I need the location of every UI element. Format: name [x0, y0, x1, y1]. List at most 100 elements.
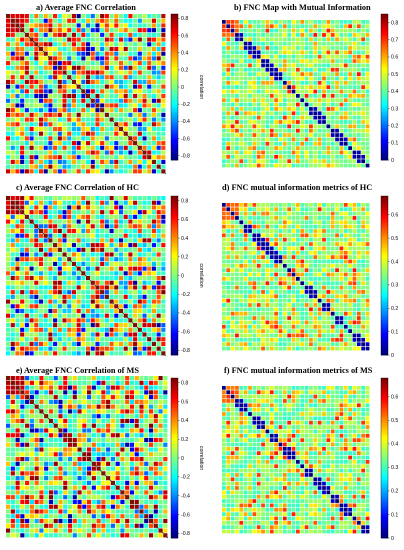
heatmap-cell: [309, 216, 313, 220]
heatmap-cell: [335, 24, 339, 29]
heatmap-cell: [256, 89, 261, 94]
heatmap-cell: [118, 257, 124, 262]
heatmap-cell: [62, 42, 67, 47]
heatmap-cell: [20, 276, 25, 281]
heatmap-cell: [261, 268, 265, 273]
heatmap-cell: [282, 233, 287, 238]
heatmap-cell: [343, 33, 348, 37]
heatmap-cell: [269, 72, 274, 76]
heatmap-cell: [123, 141, 128, 146]
heatmap-cell: [365, 128, 370, 133]
heatmap-cell: [330, 211, 335, 216]
heatmap-cell: [156, 70, 161, 75]
heatmap-cell: [156, 341, 161, 346]
heatmap-cell: [356, 311, 361, 316]
heatmap-cell: [142, 61, 147, 66]
heatmap-cell: [48, 32, 53, 37]
heatmap-cell: [296, 124, 300, 129]
heatmap-cell: [15, 164, 20, 169]
heatmap-cell: [248, 50, 252, 55]
heatmap-cell: [81, 164, 86, 169]
heatmap-cell: [300, 216, 305, 220]
heatmap-cell: [81, 346, 86, 351]
colorbar-swatch: [171, 245, 178, 249]
heatmap-cell: [365, 67, 370, 72]
heatmap-cell: [15, 376, 20, 381]
heatmap-cell: [161, 261, 166, 266]
heatmap-cell: [62, 257, 67, 262]
heatmap-cell: [304, 124, 309, 129]
heatmap-cell: [123, 28, 128, 33]
heatmap-cell: [296, 259, 300, 264]
colorbar-swatch: [381, 233, 388, 237]
heatmap-cell: [296, 207, 300, 212]
heatmap-cell: [226, 41, 231, 46]
heatmap-cell: [317, 94, 322, 98]
heatmap-cell: [326, 277, 331, 281]
heatmap-cell: [20, 131, 25, 136]
heatmap-cell: [282, 124, 287, 129]
heatmap-cell: [95, 98, 100, 103]
heatmap-cell: [256, 94, 261, 98]
heatmap-cell: [256, 307, 261, 312]
heatmap-cell: [361, 342, 366, 347]
colorbar-tick-label: -0.6: [181, 329, 190, 335]
heatmap-cell: [24, 280, 29, 285]
heatmap-cell: [147, 299, 152, 304]
heatmap-cell: [252, 329, 257, 333]
heatmap-cell: [43, 196, 48, 201]
heatmap-cell: [104, 122, 109, 127]
heatmap-cell: [335, 89, 339, 94]
heatmap-cell: [76, 79, 81, 84]
heatmap-cell: [239, 272, 244, 277]
heatmap-cell: [317, 33, 322, 37]
heatmap-cell: [322, 80, 326, 85]
heatmap-cell: [147, 141, 152, 146]
heatmap-cell: [71, 159, 76, 164]
heatmap-cell: [291, 316, 296, 320]
heatmap-cell: [239, 133, 244, 137]
colorbar-swatch: [171, 345, 178, 348]
heatmap-cell: [161, 159, 166, 164]
heatmap-cell: [300, 277, 305, 281]
heatmap-cell: [287, 303, 292, 307]
heatmap-cell: [235, 246, 239, 251]
heatmap-cell: [86, 210, 91, 215]
heatmap-cell: [235, 268, 239, 273]
heatmap-cell: [365, 146, 370, 150]
heatmap-cell: [230, 154, 235, 159]
heatmap-cell: [38, 271, 44, 276]
heatmap-cell: [230, 211, 235, 216]
heatmap-cell: [71, 337, 76, 342]
heatmap-cell: [34, 37, 39, 42]
heatmap-cell: [300, 154, 305, 159]
heatmap-cell: [256, 102, 261, 107]
heatmap-cell: [352, 120, 357, 124]
heatmap-cell: [278, 285, 283, 290]
heatmap-cell: [53, 169, 58, 174]
heatmap-cell: [151, 32, 156, 37]
heatmap-cell: [322, 211, 326, 216]
heatmap-cell: [348, 281, 352, 286]
heatmap-cell: [29, 75, 34, 80]
heatmap-cell: [95, 280, 100, 285]
heatmap-cell: [304, 250, 309, 255]
heatmap-cell: [335, 211, 339, 216]
heatmap-cell: [317, 329, 322, 333]
heatmap-cell: [142, 308, 147, 314]
heatmap-cell: [118, 18, 124, 23]
heatmap-cell: [76, 243, 81, 248]
heatmap-cell: [317, 154, 322, 159]
heatmap-cell: [322, 246, 326, 251]
heatmap-cell: [300, 124, 305, 129]
heatmap-cell: [133, 84, 138, 89]
heatmap-cell: [137, 224, 142, 229]
heatmap-cell: [10, 304, 15, 309]
heatmap-cell: [137, 136, 142, 141]
heatmap-cell: [6, 308, 11, 314]
heatmap-cell: [24, 243, 29, 248]
heatmap-cell: [330, 28, 335, 33]
heatmap-cell: [348, 41, 352, 46]
colorbar-swatch: [381, 205, 388, 209]
heatmap-cell: [278, 207, 283, 212]
